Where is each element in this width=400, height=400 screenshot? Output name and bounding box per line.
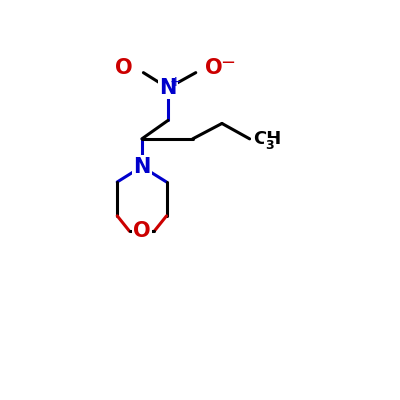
Text: O: O (114, 58, 132, 78)
Text: O: O (133, 221, 151, 241)
Text: 3: 3 (265, 138, 274, 152)
Text: O: O (206, 58, 223, 78)
Text: N: N (159, 78, 177, 98)
Text: N: N (133, 156, 150, 176)
Text: −: − (220, 54, 236, 72)
Text: +: + (170, 75, 182, 89)
Text: CH: CH (253, 130, 281, 148)
